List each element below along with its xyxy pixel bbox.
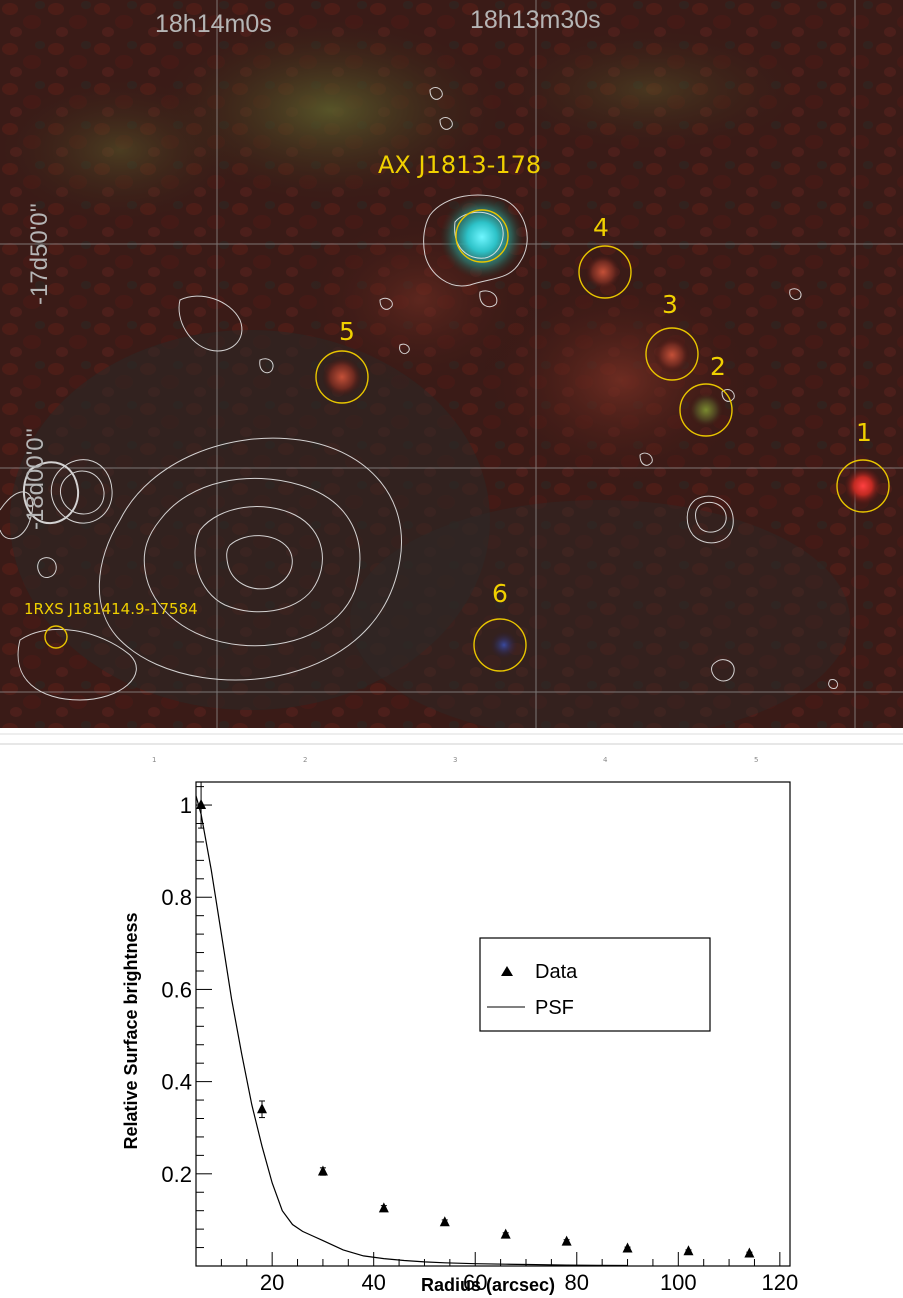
legend-psf-label: PSF — [535, 997, 574, 1019]
ra-label-2: 18h13m30s — [470, 6, 601, 34]
dec-label-2: -18d00'0'' — [22, 428, 49, 530]
y-tick-label: 0.2 — [161, 1162, 192, 1187]
source-label-2: 2 — [710, 352, 726, 381]
data-point — [744, 1247, 755, 1258]
ra-label-1: 18h14m0s — [155, 10, 272, 38]
psf-series-line — [195, 795, 628, 1267]
legend: Data PSF — [479, 937, 711, 1032]
y-tick-label: 0.4 — [161, 1070, 192, 1095]
strip-tick-3: 3 — [453, 756, 457, 764]
target-glow — [440, 195, 524, 279]
x-tick-label: 60 — [463, 1270, 487, 1295]
source-label-5: 5 — [339, 317, 355, 346]
data-point — [378, 1202, 389, 1213]
target-label: AX J1813-178 — [378, 151, 541, 179]
source-circle-6 — [473, 618, 527, 672]
strip-tick-4: 4 — [603, 756, 608, 764]
y-tick-label: 0.8 — [161, 885, 192, 910]
legend-data-marker — [501, 966, 513, 976]
x-tick-label: 100 — [660, 1270, 697, 1295]
ruler-strip: 1 2 3 4 5 — [0, 728, 903, 768]
source-label-3: 3 — [662, 290, 678, 319]
target-circle — [455, 209, 509, 263]
source-circle-4 — [578, 245, 632, 299]
legend-data-label: Data — [535, 961, 578, 983]
source-circle-2 — [679, 383, 733, 437]
data-point — [683, 1245, 694, 1256]
data-point — [196, 799, 207, 810]
source-circle-1 — [836, 459, 890, 513]
y-tick-label: 0.6 — [161, 977, 192, 1002]
brightness-profile-chart: 20 40 60 80 100 120 0.2 0.4 0.6 0.8 1 Radius (arcs… — [0, 768, 903, 1298]
coordinate-grid — [0, 0, 903, 728]
source-label-6: 6 — [492, 579, 508, 608]
source-label-4: 4 — [593, 213, 609, 242]
data-point — [317, 1165, 328, 1176]
legend-box — [479, 937, 711, 1032]
data-point — [561, 1235, 572, 1246]
rosat-circle — [44, 625, 68, 649]
x-axis-label: Radius (arcsec) — [421, 1275, 555, 1295]
source-label-1: 1 — [856, 418, 872, 447]
radio-contours — [0, 87, 839, 701]
source-circles — [44, 209, 890, 672]
y-axis-label: Relative Surface brightness — [121, 912, 141, 1149]
x-tick-label: 80 — [565, 1270, 589, 1295]
data-point — [622, 1242, 633, 1253]
data-point — [439, 1216, 450, 1227]
source-circle-5 — [315, 350, 369, 404]
strip-tick-2: 2 — [303, 756, 307, 764]
strip-tick-5: 5 — [754, 756, 758, 764]
x-tick-label: 40 — [361, 1270, 385, 1295]
data-point — [500, 1228, 511, 1239]
sky-image: 18h14m0s 18h13m30s -17d50'0'' -18d00'0''… — [0, 0, 903, 728]
x-tick-label: 20 — [260, 1270, 284, 1295]
x-tick-label: 120 — [761, 1270, 798, 1295]
rosat-label: 1RXS J181414.9-17584 — [24, 600, 198, 618]
y-tick-label: 1 — [180, 793, 192, 818]
source-circle-3 — [645, 327, 699, 381]
dec-label-1: -17d50'0'' — [26, 203, 53, 305]
plot-frame — [195, 781, 791, 1267]
strip-tick-1: 1 — [152, 756, 156, 764]
data-point — [257, 1103, 267, 1114]
